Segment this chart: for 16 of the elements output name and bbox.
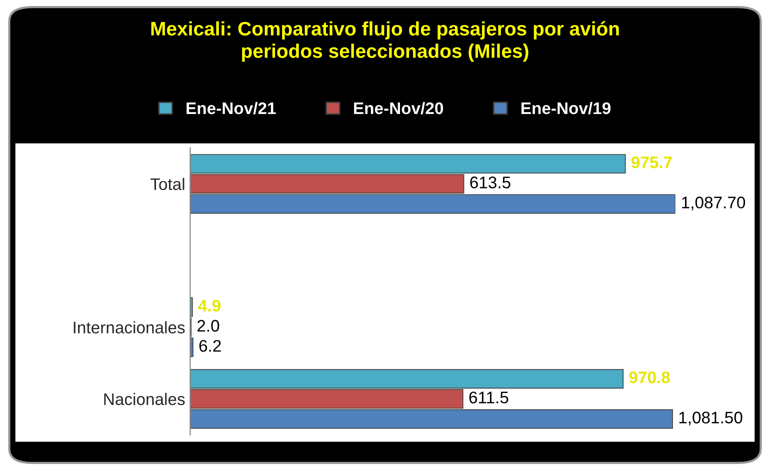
data-label: 975.7 bbox=[631, 156, 672, 168]
data-label: 4.9 bbox=[198, 300, 220, 312]
legend-label: Ene-Nov/19 bbox=[521, 102, 611, 114]
data-label: 613.5 bbox=[470, 176, 510, 188]
y-tick-label: Nacionales bbox=[104, 392, 185, 406]
y-tick-label: Total bbox=[150, 178, 184, 190]
chart-title: Mexicali: Comparativo flujo de pasajeros por avión periodos seleccionados (Miles) bbox=[151, 21, 619, 62]
data-label: 611.5 bbox=[469, 392, 508, 404]
legend-label: Ene-Nov/20 bbox=[354, 102, 444, 114]
y-tick-label: Internacionales bbox=[74, 321, 185, 334]
data-label: 1,087.70 bbox=[682, 196, 746, 210]
legend-label: Ene-Nov/21 bbox=[186, 102, 276, 114]
data-label: 1,081.50 bbox=[679, 412, 742, 426]
data-label: 2.0 bbox=[197, 320, 220, 332]
data-label: 970.8 bbox=[629, 372, 670, 384]
data-label: 6.2 bbox=[199, 340, 221, 352]
